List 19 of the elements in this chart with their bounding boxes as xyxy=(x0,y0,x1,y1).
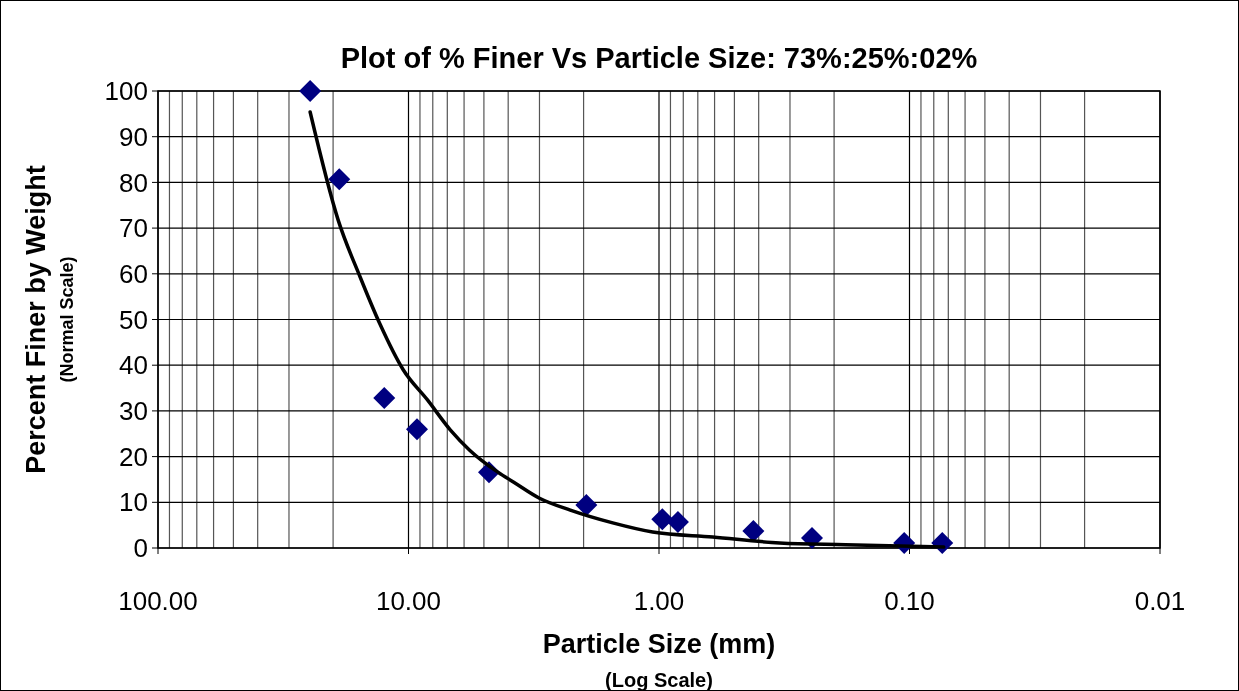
y-tick-label: 10 xyxy=(119,487,148,518)
y-tick-label: 80 xyxy=(119,167,148,198)
x-tick-label: 0.10 xyxy=(884,586,935,616)
y-tick-label: 50 xyxy=(119,304,148,335)
x-tick-label: 1.00 xyxy=(633,586,685,616)
x-tick-label: 10.00 xyxy=(375,586,442,616)
y-tick-label: 70 xyxy=(119,213,148,244)
y-tick-label: 40 xyxy=(119,350,148,381)
y-tick-label: 60 xyxy=(119,258,148,289)
y-tick-label: 30 xyxy=(119,396,148,426)
y-tick-label: 100 xyxy=(104,76,148,107)
x-tick-label: 0.01 xyxy=(1134,586,1186,616)
x-tick-label: 100.00 xyxy=(118,586,198,616)
y-tick-label: 20 xyxy=(119,441,148,472)
y-tick-label: 0 xyxy=(133,533,148,564)
x-axis-title: Particle Size (mm) (Log Scale) xyxy=(542,629,776,691)
y-tick-label: 90 xyxy=(119,121,148,152)
chart-title: Plot of % Finer Vs Particle Size: 73%:25%:02% xyxy=(340,42,978,74)
y-axis-title: Percent Finer by Weight (Normal Scale) xyxy=(21,165,77,474)
